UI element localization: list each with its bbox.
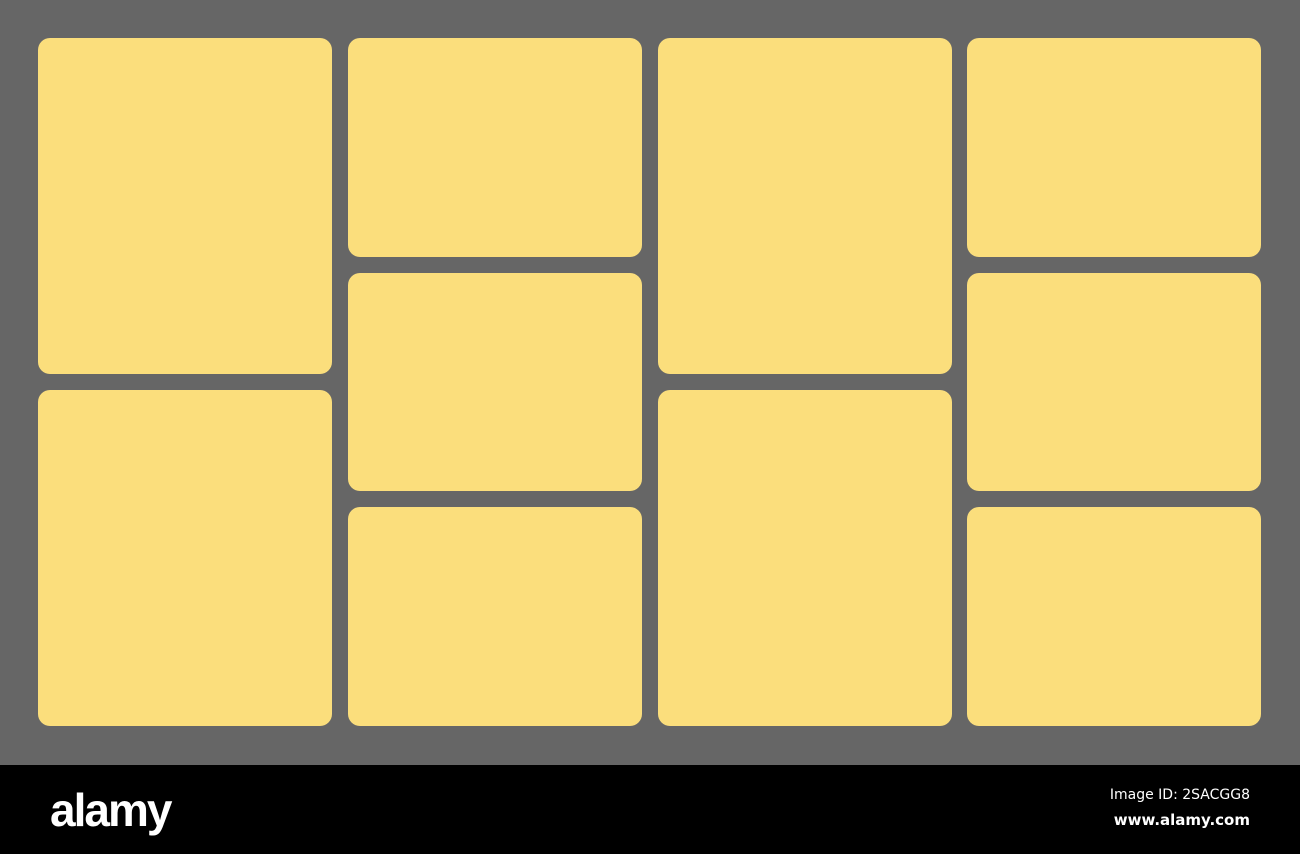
- layout-tile: [967, 38, 1261, 257]
- footer-bar: alamy Image ID: 2SACGG8 www.alamy.com: [0, 765, 1300, 854]
- layout-tile: [658, 38, 952, 374]
- image-id: Image ID: 2SACGG8: [1109, 787, 1250, 803]
- layout-tile: [38, 390, 332, 726]
- layout-tile: [348, 507, 642, 726]
- layout-tile: [348, 38, 642, 257]
- layout-tile: [38, 38, 332, 374]
- layout-tile: [967, 507, 1261, 726]
- website-url: www.alamy.com: [1113, 811, 1250, 829]
- layout-tile: [348, 272, 642, 492]
- alamy-logo: alamy: [50, 784, 172, 836]
- layout-tile: [658, 390, 952, 726]
- layout-tile: [967, 272, 1261, 492]
